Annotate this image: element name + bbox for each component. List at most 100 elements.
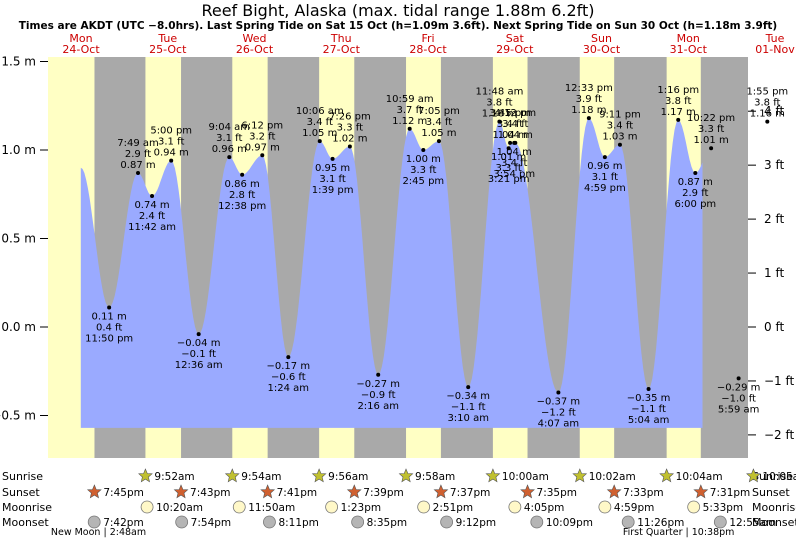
tide-label-line: 0.96 m xyxy=(587,161,622,172)
tide-label-line: 3.9 ft xyxy=(576,94,602,105)
tide-label-line: 6:12 pm xyxy=(241,120,283,131)
left-tick-label: 1.5 m xyxy=(1,55,36,69)
day-header-date: 28-Oct xyxy=(409,43,447,56)
right-tick-label: −2 ft xyxy=(764,428,795,442)
day-header-date: 01-Nov xyxy=(755,43,795,56)
tide-label-line: 1.18 m xyxy=(571,105,606,116)
row-label-left-moonset: Moonset xyxy=(2,516,49,529)
tide-dot xyxy=(376,372,381,377)
moonrise-moon-icon xyxy=(508,500,522,514)
sunset-star-icon xyxy=(260,484,276,499)
tide-label-line: −1.1 ft xyxy=(451,402,486,413)
tide-area xyxy=(80,118,703,428)
day-header-dow: Mon xyxy=(677,32,700,45)
tide-label-line: 11:42 am xyxy=(128,222,176,233)
moonset-moon-icon xyxy=(621,515,635,529)
day-header-date: 26-Oct xyxy=(236,43,274,56)
row-label-left-sunset: Sunset xyxy=(2,486,40,499)
tide-dot xyxy=(286,355,291,360)
moonset-time: 9:12pm xyxy=(456,517,496,529)
tide-label-line: 1.05 m xyxy=(302,128,337,139)
sunrise-star-icon xyxy=(746,468,761,483)
tide-label-line: 3:10 am xyxy=(447,413,489,424)
tide-label-line: 1.03 m xyxy=(602,132,637,143)
right-tick-label: 4 ft xyxy=(764,104,784,118)
tide-label-line: 12:36 am xyxy=(175,360,223,371)
tide-label-line: 0.94 m xyxy=(154,148,189,159)
tide-label-line: 3.3 ft xyxy=(337,122,363,133)
right-tick-label: 2 ft xyxy=(764,212,784,226)
row-label-right-sunrise: Sunrise xyxy=(752,470,793,483)
tide-label-line: 1:39 pm xyxy=(312,185,354,196)
tide-label-line: 3:54 pm xyxy=(493,169,535,180)
sunrise-star-icon xyxy=(224,468,240,483)
right-tick-label: 0 ft xyxy=(764,320,784,334)
moonrise-time: 11:50am xyxy=(248,502,295,514)
moonrise-moon-icon xyxy=(232,500,246,514)
tide-label-line: 11:50 pm xyxy=(85,334,133,345)
tide-label-line: 10:06 am xyxy=(296,106,344,117)
tide-label-line: 4:07 am xyxy=(538,418,580,429)
sunrise-time: 9:56am xyxy=(328,471,368,483)
tide-label-line: 2.9 ft xyxy=(125,149,151,160)
tide-label-line: 3:45 pm xyxy=(489,108,531,119)
day-header-dow: Mon xyxy=(69,32,92,45)
right-tick-label: 3 ft xyxy=(764,158,784,172)
sunset-time: 7:39pm xyxy=(363,487,403,499)
tide-label-line: 1.16 m xyxy=(750,109,785,120)
tide-label-line: 3.4 ft xyxy=(497,119,523,130)
tide-label-line: 3.8 ft xyxy=(486,98,512,109)
sunset-star-icon xyxy=(693,484,709,499)
tide-label-line: 5:04 am xyxy=(628,415,670,426)
tide-label-line: 0.96 m xyxy=(212,144,247,155)
chart-title: Reef Bight, Alaska (max. tidal range 1.8… xyxy=(201,1,594,20)
right-margin xyxy=(748,57,796,458)
tide-label-line: −0.34 m xyxy=(446,391,490,402)
day-header-date: 29-Oct xyxy=(496,43,534,56)
tide-label-line: 7:26 pm xyxy=(329,111,371,122)
tide-label-line: 2.8 ft xyxy=(229,190,255,201)
sunset-star-icon xyxy=(86,484,102,499)
right-tick-label: −1 ft xyxy=(764,374,795,388)
day-header-dow: Wed xyxy=(243,32,267,45)
tide-dot xyxy=(240,172,245,177)
day-header-date: 24-Oct xyxy=(62,43,100,56)
day-header-dow: Tue xyxy=(765,32,785,45)
tide-label-line: 3:21 pm xyxy=(488,174,530,185)
tide-label-line: 3.4 ft xyxy=(501,158,527,169)
tide-label-line: −0.04 m xyxy=(177,338,221,349)
tide-label-line: 1.17 m xyxy=(661,107,696,118)
tide-dot xyxy=(617,142,622,147)
tide-dot xyxy=(513,140,518,145)
tide-label-line: 9:04 am xyxy=(209,122,251,133)
moonrise-time: 10:20am xyxy=(156,502,203,514)
moonset-time: 7:42pm xyxy=(103,517,143,529)
moonset-moon-icon xyxy=(87,515,101,529)
day-header-date: 31-Oct xyxy=(670,43,708,56)
tide-label-line: 3.4 ft xyxy=(307,117,333,128)
sunrise-time: 10:05am xyxy=(762,471,796,483)
tide-label-line: −1.1 ft xyxy=(631,404,666,415)
tide-dot xyxy=(260,153,265,158)
moonrise-time: 4:59pm xyxy=(614,502,654,514)
day-header-date: 30-Oct xyxy=(583,43,621,56)
tide-label-line: 2:45 pm xyxy=(402,176,444,187)
sunset-star-icon xyxy=(433,484,449,499)
sunset-time: 7:33pm xyxy=(623,487,663,499)
sunset-time: 7:35pm xyxy=(537,487,577,499)
tide-label-line: 0.87 m xyxy=(120,160,155,171)
tide-label-line: −0.37 m xyxy=(537,396,581,407)
tide-label-line: 11:48 am xyxy=(475,87,523,98)
tide-label-line: 3.1 ft xyxy=(592,172,618,183)
tide-label-line: −0.6 ft xyxy=(271,372,306,383)
tide-label-line: 1.04 m xyxy=(497,147,532,158)
tide-dot xyxy=(586,116,591,121)
moonrise-moon-icon xyxy=(417,500,431,514)
tide-dot xyxy=(136,171,141,176)
tide-label-line: 1.16 m xyxy=(482,109,517,120)
tide-label-line: 0.87 m xyxy=(678,177,713,188)
tide-label-line: 3.1 ft xyxy=(158,137,184,148)
day-header-dow: Tue xyxy=(157,32,177,45)
